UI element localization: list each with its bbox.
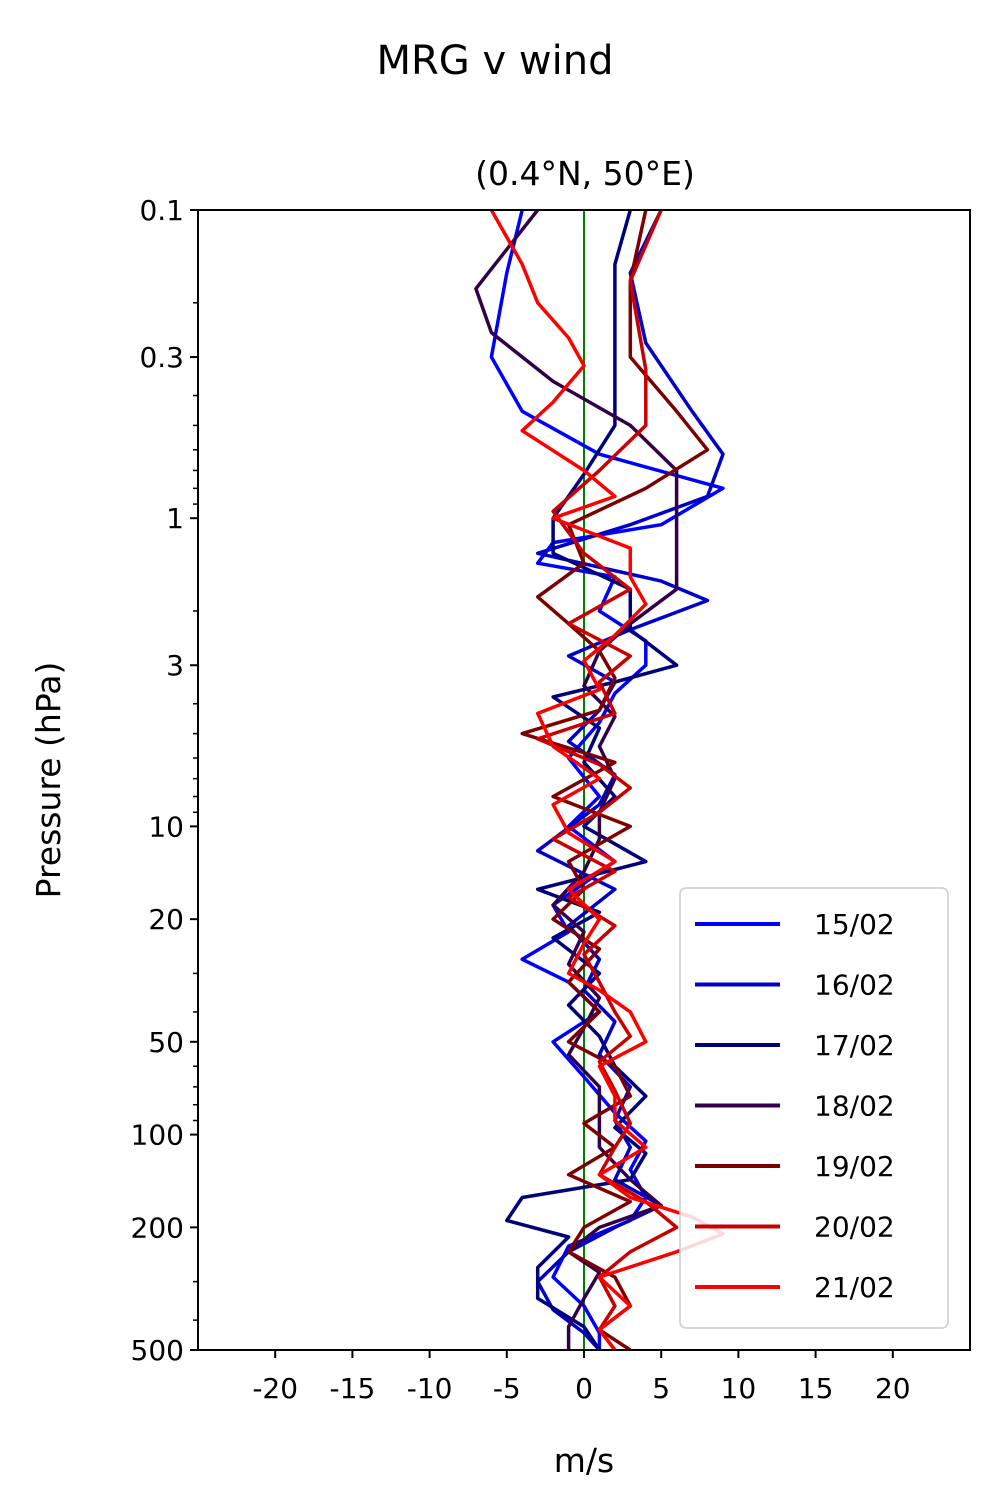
x-tick-label: -5 (493, 1372, 521, 1405)
series-line-21-02 (489, 210, 725, 1350)
series-line-18-02 (474, 210, 679, 1350)
y-tick-label: 20 (148, 903, 184, 936)
y-tick-label: 3 (166, 649, 184, 682)
series-line-17-02 (505, 210, 679, 1350)
y-tick-label: 1 (166, 502, 184, 535)
x-tick-label: -20 (252, 1372, 298, 1405)
x-tick-label: 20 (875, 1372, 911, 1405)
legend-box (679, 887, 949, 1329)
x-tick-label: 10 (721, 1372, 757, 1405)
x-tick-label: 5 (652, 1372, 670, 1405)
series-line-19-02 (520, 210, 710, 1350)
legend-label: 16/02 (814, 969, 895, 1002)
legend-label: 17/02 (814, 1029, 895, 1062)
y-axis-label: Pressure (hPa) (29, 662, 68, 899)
y-tick-label: 200 (131, 1211, 184, 1244)
y-tick-label: 0.1 (139, 194, 184, 227)
x-tick-label: 0 (575, 1372, 593, 1405)
x-axis-label: m/s (554, 1441, 614, 1480)
series-line-20-02 (535, 210, 679, 1350)
y-axis-ticks: 0.1 0.3 1 3 10 20 50 100 200 500 (131, 194, 198, 1367)
y-tick-label: 50 (148, 1026, 184, 1059)
legend: 15/02 16/02 17/02 18/02 19/02 20/02 21/02 (679, 887, 949, 1329)
y-tick-label: 500 (131, 1334, 184, 1367)
series-lines (474, 210, 725, 1350)
legend-label: 19/02 (814, 1150, 895, 1183)
y-tick-label: 100 (131, 1119, 184, 1152)
y-tick-label: 0.3 (139, 341, 184, 374)
legend-label: 21/02 (814, 1271, 895, 1304)
y-tick-label: 10 (148, 810, 184, 843)
legend-label: 18/02 (814, 1090, 895, 1123)
chart-title: MRG v wind (377, 38, 614, 84)
legend-label: 20/02 (814, 1211, 895, 1244)
x-tick-label: 15 (798, 1372, 834, 1405)
x-tick-label: -10 (407, 1372, 453, 1405)
legend-label: 15/02 (814, 908, 895, 941)
x-tick-label: -15 (330, 1372, 376, 1405)
x-axis-ticks: -20 -15 -10 -5 0 5 10 15 20 (252, 1350, 911, 1405)
chart-subtitle: (0.4°N, 50°E) (475, 154, 695, 193)
